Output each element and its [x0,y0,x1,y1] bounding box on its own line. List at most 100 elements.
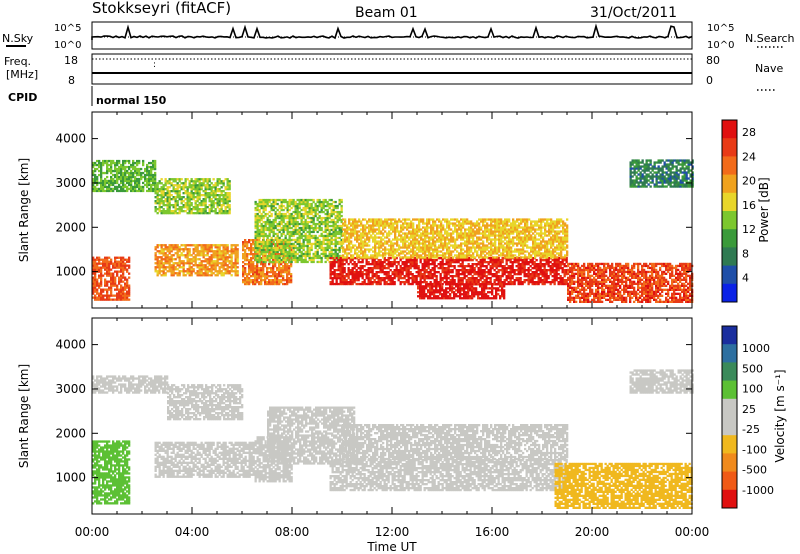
power-echo-cell [128,298,131,301]
power-echo-cell [377,282,380,286]
power-echo-cell [339,279,342,282]
power-echo-cell [152,175,155,179]
power-echo-cell [290,202,293,206]
power-echo-cell [400,236,403,239]
power-echo-cell [389,279,392,282]
power-echo-cell [513,273,516,276]
power-echo-cell [262,224,265,228]
power-echo-cell [463,277,466,280]
power-echo-cell [417,271,420,274]
power-echo-cell [326,218,329,222]
power-echo-cell [122,274,125,277]
power-echo-cell [373,259,376,262]
power-echo-cell [94,258,97,261]
power-echo-cell [274,198,277,202]
power-echo-cell [413,267,416,270]
power-echo-cell [268,258,271,262]
power-echo-cell [409,271,412,274]
power-echo-cell [310,226,313,230]
power-echo-cell [106,280,109,283]
power-echo-cell [341,265,344,268]
power-echo-cell [343,279,346,282]
power-echo-cell [405,261,408,264]
power-echo-cell [429,269,432,272]
power-echo-cell [174,180,177,183]
power-echo-cell [308,208,311,212]
power-echo-cell [511,267,514,270]
power-echo-cell [382,256,385,259]
power-echo-cell [168,248,171,251]
power-echo-cell [228,184,231,187]
power-echo-cell [160,252,163,255]
power-echo-cell [330,212,333,216]
power-echo-cell [501,275,504,278]
power-echo-cell [535,269,538,272]
power-echo-cell [372,254,375,257]
power-echo-cell [308,236,311,240]
power-echo-cell [302,222,305,226]
power-echo-cell [296,224,299,228]
power-echo-cell [357,273,360,276]
power-echo-cell [192,186,195,189]
power-echo-cell [270,238,273,242]
power-echo-cell [102,181,105,185]
power-echo-cell [318,256,321,260]
power-echo-cell [162,264,165,267]
power-echo-cell [120,280,123,283]
power-echo-cell [290,273,293,276]
power-echo-cell [511,261,514,264]
power-echo-cell [206,272,209,275]
power-echo-cell [254,271,257,274]
power-echo-cell [272,202,275,206]
power-echo-cell [172,270,175,273]
power-echo-cell [276,277,279,280]
power-echo-cell [226,206,229,209]
power-echo-cell [186,260,189,263]
power-echo-cell [172,198,175,201]
power-echo-cell [449,281,452,284]
power-echo-cell [338,216,341,220]
power-echo-cell [543,267,546,270]
power-echo-cell [292,256,295,260]
power-echo-cell [128,161,131,165]
power-echo-cell [254,248,257,252]
power-echo-cell [557,273,560,276]
power-echo-cell [302,212,305,216]
power-echo-cell [290,263,293,266]
power-echo-cell [114,280,117,283]
power-echo-cell [218,250,221,253]
power-echo-cell [154,167,157,171]
power-echo-cell [222,212,225,215]
power-echo-cell [385,281,388,284]
power-echo-cell [112,262,115,265]
power-echo-cell [268,214,271,218]
power-echo-cell [258,202,261,206]
power-echo-cell [335,281,338,284]
power-echo-cell [226,202,229,205]
power-echo-cell [483,261,486,264]
power-echo-cell [414,254,417,257]
power-echo-cell [314,228,317,232]
power-echo-cell [162,268,165,271]
power-echo-cell [386,236,389,239]
power-echo-cell [471,282,474,286]
power-echo-cell [182,200,185,203]
power-echo-cell [124,286,127,289]
power-echo-cell [154,188,157,191]
power-echo-cell [499,265,502,268]
power-echo-cell [154,252,157,255]
power-echo-cell [394,242,397,245]
power-echo-cell [132,161,135,165]
power-echo-cell [134,183,137,187]
power-echo-cell [361,275,364,278]
power-echo-cell [182,204,185,207]
power-echo-cell [228,250,231,253]
power-echo-cell [366,248,369,251]
power-echo-cell [351,267,354,270]
power-echo-cell [160,198,163,201]
power-echo-cell [386,224,389,227]
power-echo-cell [110,161,113,165]
power-echo-cell [128,290,131,293]
power-echo-cell [228,256,231,259]
power-echo-cell [547,259,550,262]
